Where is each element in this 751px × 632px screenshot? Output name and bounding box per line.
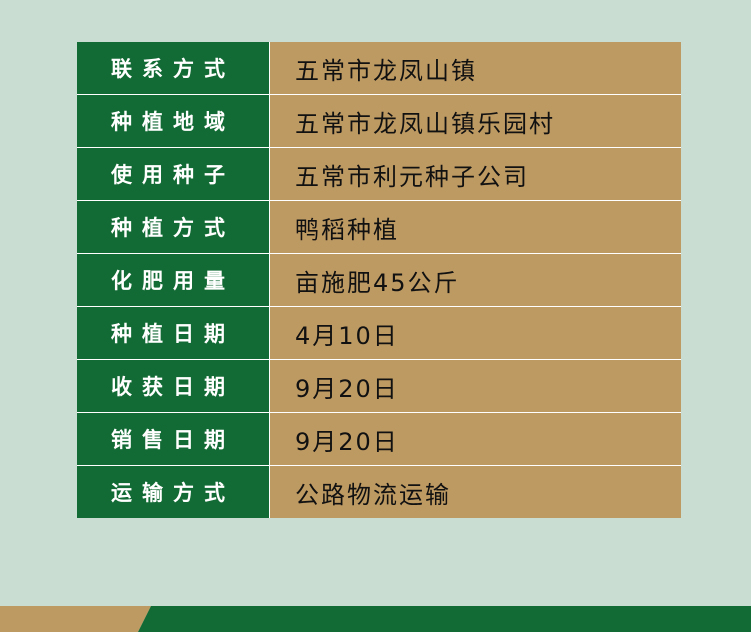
- row-label: 运输方式: [77, 465, 270, 518]
- row-label: 联系方式: [77, 42, 270, 95]
- footer-tan-stripe: [0, 606, 151, 632]
- row-label: 销售日期: [77, 412, 270, 466]
- table-row: 联系方式 五常市龙凤山镇: [77, 42, 681, 95]
- row-value: 9月20日: [269, 359, 681, 413]
- table-row: 收获日期 9月20日: [77, 359, 681, 413]
- row-label: 收获日期: [77, 359, 270, 413]
- row-label: 种植地域: [77, 94, 270, 148]
- row-value: 公路物流运输: [269, 465, 681, 518]
- row-value: 亩施肥45公斤: [269, 253, 681, 307]
- footer-green-stripe: [138, 606, 751, 632]
- table-row: 种植方式 鸭稻种植: [77, 200, 681, 254]
- footer-bar: [0, 606, 751, 632]
- table-row: 运输方式 公路物流运输: [77, 465, 681, 518]
- table-row: 销售日期 9月20日: [77, 412, 681, 466]
- row-label: 化肥用量: [77, 253, 270, 307]
- table-row: 种植日期 4月10日: [77, 306, 681, 360]
- table-row: 使用种子 五常市利元种子公司: [77, 147, 681, 201]
- table-row: 种植地域 五常市龙凤山镇乐园村: [77, 94, 681, 148]
- row-value: 4月10日: [269, 306, 681, 360]
- row-value: 五常市利元种子公司: [269, 147, 681, 201]
- row-value: 五常市龙凤山镇: [269, 42, 681, 95]
- table-row: 化肥用量 亩施肥45公斤: [77, 253, 681, 307]
- row-label: 种植日期: [77, 306, 270, 360]
- row-label: 使用种子: [77, 147, 270, 201]
- row-value: 鸭稻种植: [269, 200, 681, 254]
- row-value: 五常市龙凤山镇乐园村: [269, 94, 681, 148]
- info-table: 联系方式 五常市龙凤山镇 种植地域 五常市龙凤山镇乐园村 使用种子 五常市利元种…: [77, 42, 681, 518]
- row-value: 9月20日: [269, 412, 681, 466]
- row-label: 种植方式: [77, 200, 270, 254]
